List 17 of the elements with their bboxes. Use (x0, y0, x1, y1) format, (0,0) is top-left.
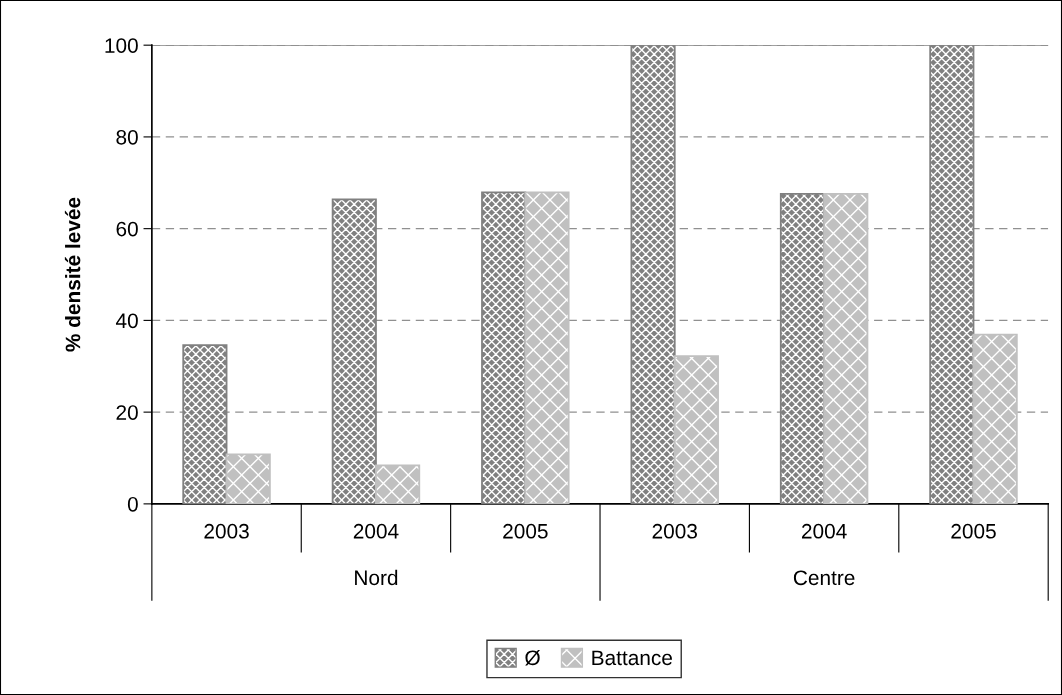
x-tick-label: 2005 (503, 523, 548, 539)
y-tick-label: 100 (105, 38, 138, 53)
y-axis-title: % densité levée (64, 197, 81, 352)
legend-label: Ø (525, 650, 540, 666)
legend-label: Battance (592, 650, 672, 666)
x-tick-label: 2003 (652, 523, 697, 539)
x-tick-label: 2004 (801, 523, 847, 539)
x-tick-label: 2004 (353, 523, 399, 539)
y-tick-label: 20 (116, 405, 138, 420)
y-tick-label: 60 (116, 221, 138, 237)
text: Nord (355, 569, 398, 586)
x-tick-label: 2003 (204, 523, 249, 539)
y-tick-label: 80 (116, 129, 138, 145)
x-tick-label: 2005 (951, 523, 996, 539)
y-tick-label: 0 (127, 496, 138, 512)
text: Centre (793, 570, 855, 586)
y-tick-label: 40 (115, 313, 138, 329)
